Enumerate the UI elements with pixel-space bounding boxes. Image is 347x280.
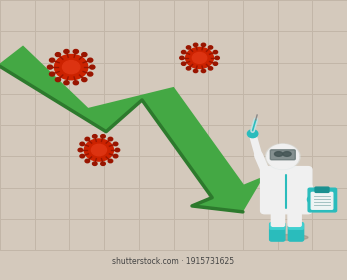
Circle shape [108,137,113,141]
Circle shape [91,144,107,156]
Circle shape [56,53,60,57]
Circle shape [56,78,60,82]
Circle shape [50,58,55,62]
Ellipse shape [274,151,283,156]
Circle shape [87,58,93,62]
Circle shape [181,50,186,54]
FancyBboxPatch shape [261,167,312,214]
Circle shape [64,50,69,53]
Circle shape [213,50,218,54]
Circle shape [101,162,105,165]
Circle shape [101,135,105,138]
Ellipse shape [283,151,291,156]
Circle shape [267,144,299,169]
Circle shape [213,62,218,65]
Polygon shape [0,45,264,212]
Circle shape [193,69,198,73]
Circle shape [307,195,319,204]
Circle shape [113,154,118,158]
Circle shape [208,67,213,70]
FancyBboxPatch shape [311,192,333,209]
FancyBboxPatch shape [288,223,304,241]
Circle shape [186,46,191,49]
Circle shape [93,162,97,165]
Circle shape [186,67,191,70]
Circle shape [186,47,213,68]
Circle shape [93,135,97,138]
Circle shape [82,53,87,57]
Circle shape [78,148,83,152]
Circle shape [108,159,113,163]
Circle shape [180,56,184,60]
Circle shape [115,148,120,152]
Circle shape [50,72,55,76]
Circle shape [48,65,53,69]
Ellipse shape [272,235,308,240]
Circle shape [113,142,118,146]
Circle shape [181,62,186,65]
Circle shape [73,81,78,85]
Circle shape [201,43,206,46]
Circle shape [90,65,95,69]
FancyBboxPatch shape [270,223,285,229]
Circle shape [192,52,207,63]
Circle shape [208,46,213,49]
Circle shape [85,159,90,163]
FancyBboxPatch shape [289,223,303,229]
FancyBboxPatch shape [315,187,329,192]
Circle shape [62,60,80,74]
Circle shape [82,78,87,82]
Text: shutterstock.com · 1915731625: shutterstock.com · 1915731625 [112,257,235,266]
Circle shape [87,72,93,76]
Circle shape [85,137,90,141]
Circle shape [215,56,219,60]
Circle shape [247,130,258,138]
Circle shape [64,81,69,85]
Ellipse shape [265,144,300,169]
FancyBboxPatch shape [271,205,285,226]
Circle shape [193,43,198,46]
FancyBboxPatch shape [288,205,301,226]
Circle shape [80,154,84,158]
Circle shape [80,142,84,146]
Circle shape [54,55,88,80]
FancyBboxPatch shape [270,223,285,241]
FancyBboxPatch shape [270,150,295,160]
Circle shape [84,139,113,161]
FancyBboxPatch shape [308,188,337,212]
Circle shape [201,69,206,73]
Circle shape [73,50,78,53]
